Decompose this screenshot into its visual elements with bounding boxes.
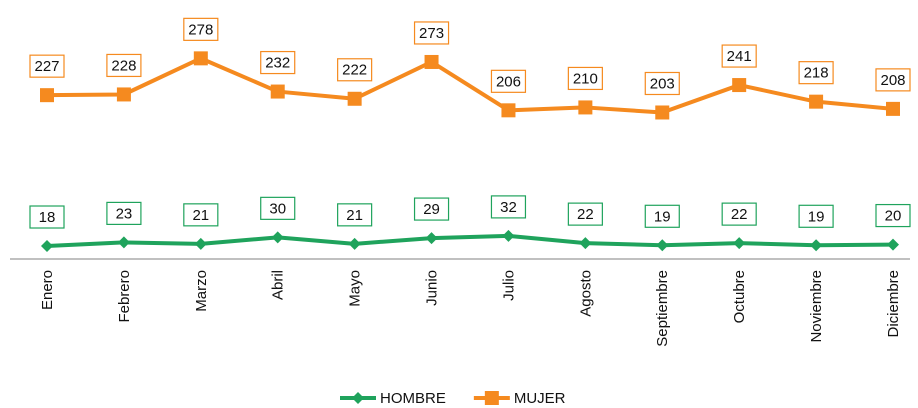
marker (886, 101, 900, 116)
x-tick-label: Diciembre (885, 270, 902, 338)
data-label: 19 (808, 208, 825, 225)
marker (116, 87, 131, 102)
marker (348, 237, 361, 250)
data-label: 206 (496, 73, 521, 90)
data-label: 22 (731, 206, 748, 223)
data-label-box (721, 44, 757, 68)
x-tick-label: Febrero (116, 270, 133, 323)
data-label-box (106, 53, 142, 78)
legend-marker (484, 391, 499, 405)
data-label-box (413, 197, 450, 221)
marker (887, 238, 899, 251)
data-label-box (567, 66, 603, 91)
marker (578, 100, 593, 115)
data-label: 228 (111, 57, 136, 74)
data-label-box (875, 203, 911, 228)
marker (579, 237, 592, 250)
data-label: 273 (419, 25, 444, 42)
data-label-box (29, 205, 65, 229)
marker (41, 240, 53, 253)
series-line (46, 233, 894, 249)
data-label-box (567, 202, 603, 226)
data-label: 32 (500, 199, 517, 216)
marker (502, 229, 515, 242)
data-label: 29 (423, 201, 440, 218)
data-label: 218 (804, 65, 829, 82)
series-line (46, 56, 894, 115)
data-label: 21 (192, 207, 209, 224)
data-label-box (798, 204, 834, 228)
marker (347, 91, 362, 106)
marker (270, 84, 285, 99)
marker (40, 88, 54, 103)
data-label: 232 (265, 55, 290, 72)
data-label: 203 (650, 75, 675, 92)
data-label: 21 (346, 207, 363, 224)
data-label: 208 (880, 72, 905, 89)
marker (655, 105, 670, 120)
legend-marker (352, 392, 364, 404)
x-tick-label: Mayo (347, 270, 364, 307)
x-tick-label: Octubre (731, 270, 748, 323)
data-label: 19 (654, 208, 671, 225)
x-tick-label: Enero (39, 270, 56, 310)
data-label-box (183, 203, 219, 227)
marker (501, 103, 516, 118)
data-label-box (490, 195, 527, 219)
marker (271, 231, 284, 244)
x-tick-label: Agosto (577, 270, 594, 317)
data-label: 23 (116, 205, 133, 222)
x-tick-label: Abril (270, 270, 287, 300)
data-label-box (875, 68, 911, 92)
data-label: 241 (727, 48, 752, 65)
data-label-box (29, 54, 65, 78)
data-label: 222 (342, 62, 367, 79)
data-label: 227 (34, 58, 59, 75)
data-label: 30 (269, 200, 286, 217)
marker (809, 94, 824, 109)
data-label: 20 (885, 208, 902, 225)
data-label-box (183, 17, 219, 41)
marker (425, 232, 438, 245)
data-label-box (260, 196, 296, 220)
data-label: 18 (39, 209, 56, 226)
marker (810, 239, 823, 252)
data-label-box (337, 58, 373, 82)
marker (656, 239, 669, 252)
data-label-box (337, 203, 373, 227)
x-tick-label: Junio (424, 270, 441, 306)
data-label: 278 (188, 21, 213, 38)
data-label: 22 (577, 206, 594, 223)
x-tick-label: Marzo (193, 270, 210, 312)
marker (117, 236, 130, 249)
data-label-box (490, 69, 527, 93)
marker (424, 54, 439, 69)
marker (193, 51, 208, 66)
data-label-box (798, 61, 834, 85)
data-label-box (260, 50, 296, 75)
x-tick-label: Julio (500, 270, 517, 301)
legend-label: MUJER (514, 390, 566, 407)
marker (733, 237, 746, 250)
data-label-box (644, 204, 680, 228)
x-tick-label: Septiembre (654, 270, 671, 347)
data-label-box (721, 202, 757, 226)
marker (194, 237, 207, 250)
data-label-box (413, 21, 450, 45)
data-label: 210 (573, 70, 598, 87)
marker (732, 78, 747, 93)
data-label-box (106, 201, 142, 225)
x-tick-label: Noviembre (808, 270, 825, 343)
legend-label: HOMBRE (380, 390, 446, 407)
data-label-box (644, 71, 680, 96)
